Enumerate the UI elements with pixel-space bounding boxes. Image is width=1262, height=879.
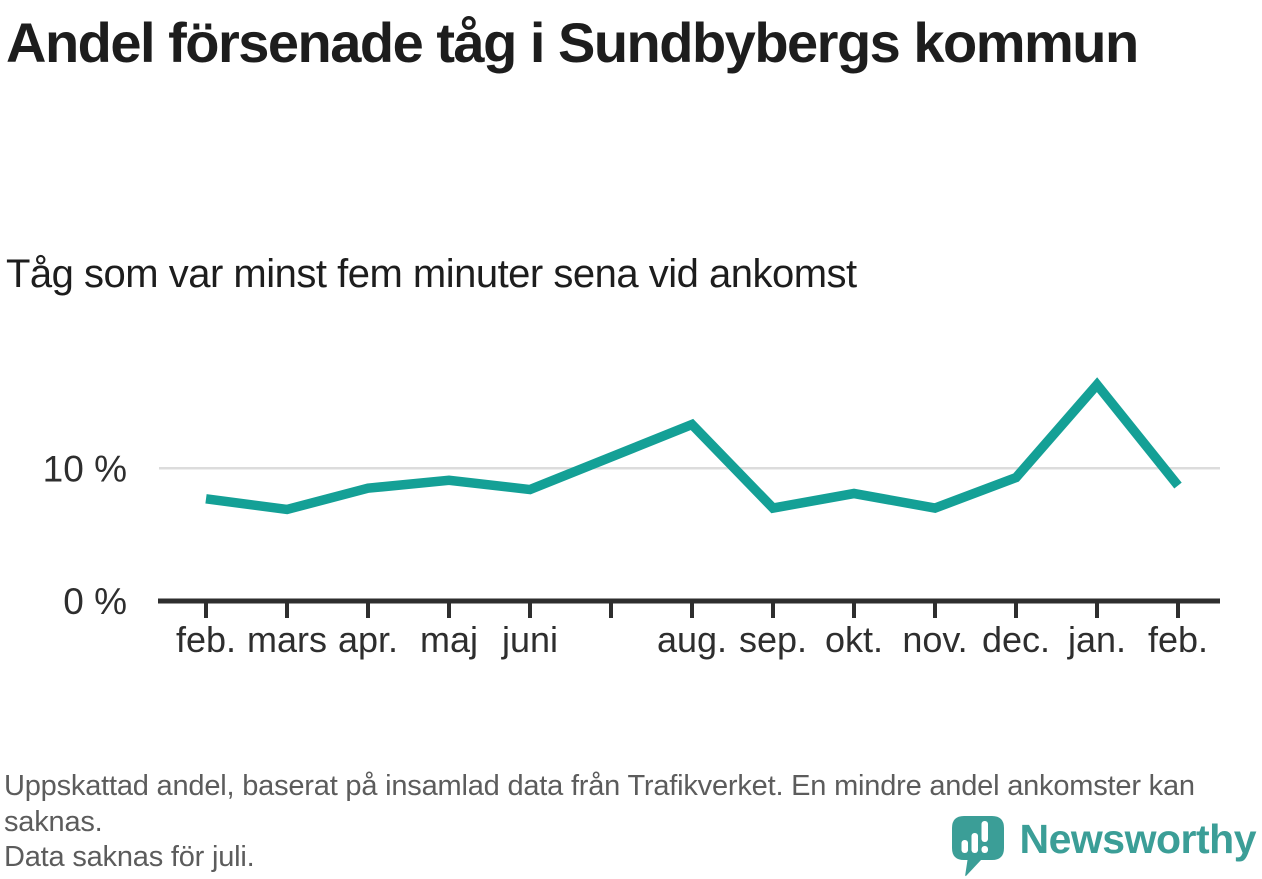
- x-axis-label: aug.: [657, 619, 727, 660]
- y-axis-label: 10 %: [43, 448, 127, 489]
- x-axis-label: maj: [420, 619, 478, 660]
- newsworthy-logo-icon: [951, 816, 1004, 877]
- newsworthy-logo: Newsworthy: [951, 816, 1257, 878]
- page-title: Andel försenade tåg i Sundbybergs kommun: [6, 11, 1139, 74]
- missing-data-note: Data saknas för juli.: [4, 841, 255, 873]
- x-axis-label: sep.: [739, 619, 807, 660]
- chart-header: Andel försenade tåg i Sundbybergs kommun…: [6, 6, 1186, 296]
- x-axis-label: dec.: [982, 619, 1050, 660]
- newsworthy-wordmark: Newsworthy: [1019, 816, 1257, 862]
- x-axis-label: juni: [501, 619, 558, 660]
- chart-subtitle: Tåg som var minst fem minuter sena vid a…: [6, 252, 857, 296]
- x-axis-label: mars: [247, 619, 327, 660]
- chart-canvas: 10 % 0 % feb. mars apr. maj juni aug. sep. okt. no…: [43, 377, 1220, 660]
- data-line: [205, 377, 1182, 515]
- x-axis-label: nov.: [902, 619, 967, 660]
- x-axis-label: apr.: [338, 619, 398, 660]
- y-axis-label: 0 %: [63, 581, 127, 622]
- line-chart: 10 % 0 % feb. mars apr. maj juni aug. sep. okt. no…: [0, 340, 1262, 680]
- chart-footer: Uppskattad andel, baserat på insamlad da…: [0, 760, 1262, 879]
- x-axis-label: jan.: [1067, 619, 1126, 660]
- x-axis-label: feb.: [176, 619, 236, 660]
- x-axis-label: feb.: [1148, 619, 1208, 660]
- x-axis-label: okt.: [825, 619, 883, 660]
- source-note: Uppskattad andel, baserat på insamlad da…: [4, 770, 1195, 838]
